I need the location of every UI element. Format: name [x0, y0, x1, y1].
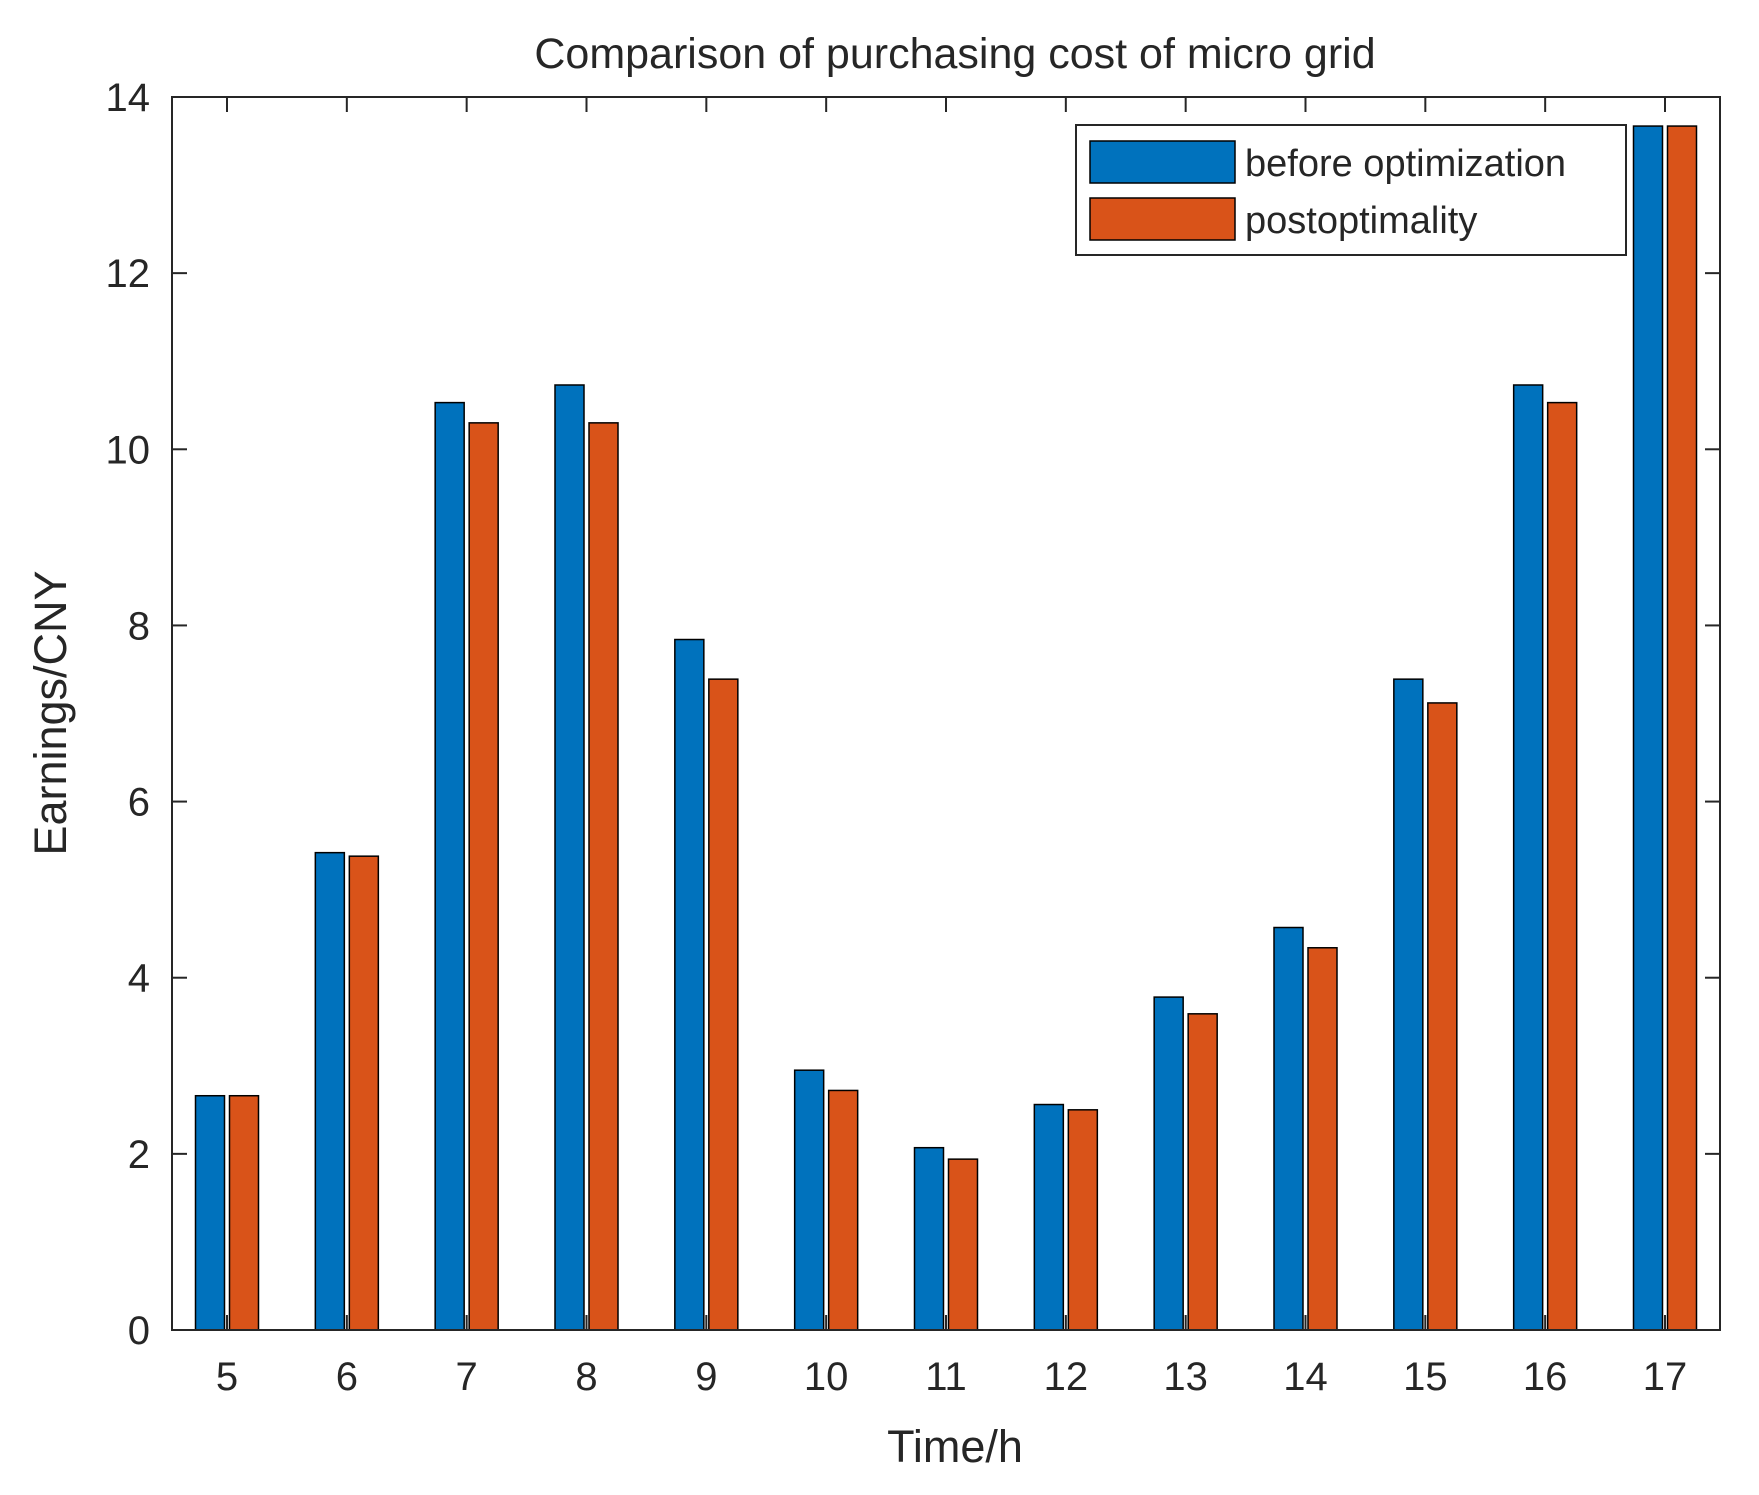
x-tick-label-6: 6 [336, 1355, 358, 1399]
bar-postoptimality-6 [348, 855, 380, 1331]
x-tick-label-15: 15 [1403, 1355, 1448, 1399]
x-axis-label: Time/h [887, 1421, 1023, 1472]
x-tick-label-9: 9 [695, 1355, 717, 1399]
bar-postoptimality-11 [947, 1158, 979, 1331]
bar-postoptimality-15 [1427, 702, 1458, 1331]
y-tick-label-12: 12 [106, 252, 151, 296]
bar-before-optimization-9 [674, 638, 705, 1331]
bar-before-optimization-5 [194, 1094, 226, 1331]
legend-swatch-postoptimality [1089, 197, 1236, 241]
y-tick-label-2: 2 [128, 1133, 150, 1177]
y-tick-label-4: 4 [128, 957, 150, 1001]
x-tick-label-5: 5 [216, 1355, 238, 1399]
x-tick-label-10: 10 [804, 1355, 849, 1399]
bar-postoptimality-8 [588, 422, 619, 1331]
chart-title: Comparison of purchasing cost of micro g… [534, 30, 1375, 78]
y-axis-label: Earnings/CNY [25, 570, 76, 855]
y-tick-label-14: 14 [106, 76, 151, 120]
bar-postoptimality-10 [827, 1089, 859, 1331]
bar-before-optimization-7 [434, 401, 465, 1331]
legend-label-postoptimality: postoptimality [1245, 200, 1477, 242]
x-tick-labels: 5 6 7 8 9 10 11 12 13 14 15 16 17 [216, 1355, 1687, 1399]
bar-before-optimization-11 [913, 1146, 945, 1331]
legend-label-before-optimization: before optimization [1245, 143, 1566, 185]
bar-postoptimality-13 [1187, 1013, 1218, 1331]
bar-postoptimality-14 [1307, 947, 1338, 1331]
x-tick-label-12: 12 [1044, 1355, 1089, 1399]
bar-postoptimality-9 [708, 678, 739, 1331]
legend-swatch-before-optimization [1089, 140, 1236, 184]
x-tick-label-7: 7 [456, 1355, 478, 1399]
bar-before-optimization-12 [1033, 1103, 1065, 1331]
legend: before optimization postoptimality [1075, 124, 1627, 256]
x-tick-label-13: 13 [1163, 1355, 1208, 1399]
x-tick-label-14: 14 [1283, 1355, 1328, 1399]
x-tick-label-17: 17 [1643, 1355, 1688, 1399]
bar-before-optimization-13 [1153, 996, 1184, 1331]
bar-before-optimization-14 [1273, 926, 1304, 1331]
axis-ticks-group [172, 96, 1720, 1331]
x-tick-label-8: 8 [575, 1355, 597, 1399]
x-tick-label-11: 11 [925, 1355, 967, 1399]
y-tick-labels: 0 2 4 6 8 10 12 14 [106, 76, 151, 1353]
bar-postoptimality-12 [1067, 1109, 1099, 1331]
y-tick-label-0: 0 [128, 1309, 150, 1353]
y-tick-label-8: 8 [128, 604, 150, 648]
bar-postoptimality-17 [1666, 125, 1698, 1331]
bar-postoptimality-7 [468, 422, 499, 1331]
bar-before-optimization-16 [1512, 384, 1544, 1331]
bar-postoptimality-16 [1546, 401, 1578, 1331]
bar-before-optimization-8 [554, 384, 585, 1331]
y-tick-label-10: 10 [106, 428, 151, 472]
bar-before-optimization-10 [793, 1069, 825, 1331]
bar-before-optimization-17 [1632, 125, 1664, 1331]
bars-group [194, 125, 1698, 1331]
x-tick-label-16: 16 [1523, 1355, 1568, 1399]
bar-before-optimization-15 [1393, 678, 1424, 1331]
y-tick-label-6: 6 [128, 781, 150, 825]
bar-before-optimization-6 [314, 851, 346, 1331]
bar-postoptimality-5 [228, 1094, 260, 1331]
